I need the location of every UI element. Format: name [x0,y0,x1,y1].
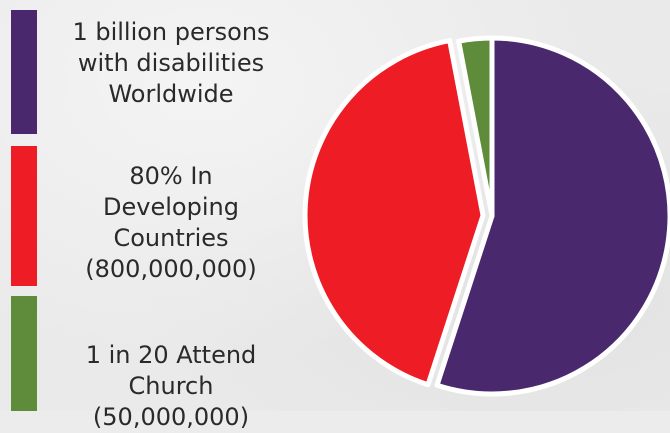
pie-slice-developing [302,38,486,388]
legend-swatch-church [11,296,37,411]
legend-swatch-developing [11,146,37,286]
legend-label-developing: 80% In Developing Countries (800,000,000… [85,162,257,283]
legend-swatch-worldwide [11,10,37,134]
legend-label-worldwide: 1 billion persons with disabilities Worl… [72,18,270,108]
pie-slice-church [456,35,495,219]
pie-chart [302,35,670,397]
pie-slice-worldwide [434,35,670,397]
